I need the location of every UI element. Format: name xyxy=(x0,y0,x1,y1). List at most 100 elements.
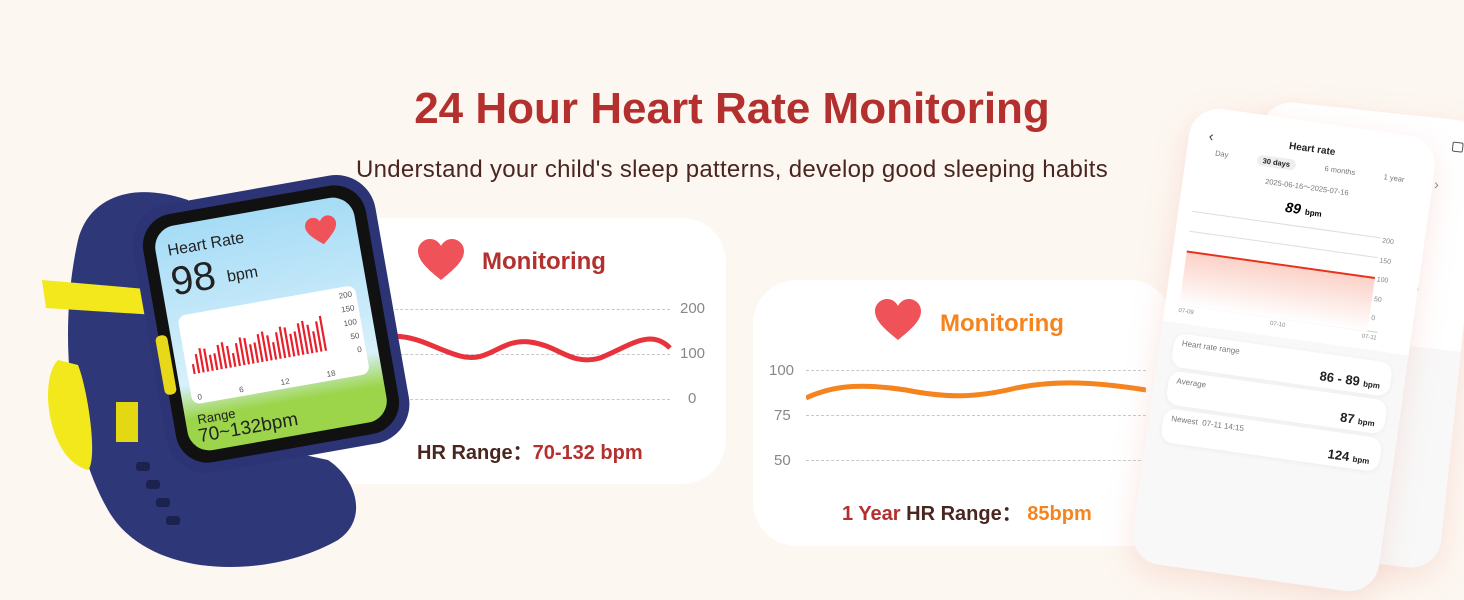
stat-value: 124 bpm xyxy=(1327,446,1371,467)
gridline xyxy=(370,399,670,400)
heart-rate-wave xyxy=(370,333,672,363)
tab-6-months[interactable]: 6 months xyxy=(1324,163,1356,178)
tick-label: 12 xyxy=(279,376,291,388)
hr-range: HR Range：70-132 bpm xyxy=(417,436,643,465)
tick-label: 100 xyxy=(680,345,706,362)
watch-hr-unit: bpm xyxy=(225,263,260,286)
stat-label: Heart rate range xyxy=(1181,338,1241,356)
page-title: 24 Hour Heart Rate Monitoring xyxy=(414,84,1050,133)
stat-number: 86 - 89 xyxy=(1318,368,1361,389)
watch-bar xyxy=(238,337,246,366)
watch-bar xyxy=(293,331,300,356)
tick-label: 0 xyxy=(1370,314,1376,323)
current-hr-unit: bpm xyxy=(1304,207,1323,219)
stat-value: 86 - 89 bpm xyxy=(1319,368,1381,391)
watch-bar xyxy=(208,354,214,372)
watch-bar xyxy=(312,331,319,353)
watch-bar xyxy=(256,333,264,363)
watch-x-ticks: 0 6 12 18 xyxy=(197,369,336,402)
hr-range-label: HR Range： xyxy=(417,442,533,464)
range-prefix: 1 Year xyxy=(842,503,901,525)
tick-label: 200 xyxy=(680,300,706,317)
watch-bar xyxy=(213,353,219,371)
watch-bar xyxy=(266,335,273,361)
watch-bar xyxy=(306,324,314,354)
monitoring-label: Monitoring xyxy=(940,310,1064,337)
tick-label: 100 xyxy=(769,362,795,379)
stat-unit: bpm xyxy=(1362,379,1381,391)
yearly-monitoring-card: Monitoring 100 75 50 1 Year HR Range： 85… xyxy=(753,280,1173,546)
heart-icon xyxy=(875,299,921,340)
tick-label: 07-09 xyxy=(1177,307,1195,317)
gridline xyxy=(806,415,1146,416)
stat-label: Average xyxy=(1176,376,1207,390)
tab-30-days[interactable]: 30 days xyxy=(1256,154,1297,171)
tick-label: 150 xyxy=(1378,256,1392,266)
tick-label: 50 xyxy=(774,452,791,469)
tab-1-year[interactable]: 1 year xyxy=(1383,172,1406,185)
watch-bar xyxy=(198,348,205,373)
watch-bar xyxy=(283,327,291,358)
watch-bar xyxy=(220,342,228,369)
stat-unit: bpm xyxy=(1351,454,1370,466)
tick-label: 07-10 xyxy=(1269,320,1286,329)
watch-bar xyxy=(216,344,223,370)
page-subtitle: Understand your child's sleep patterns, … xyxy=(355,156,1109,183)
hr-range-label: HR Range： xyxy=(906,503,1022,525)
yearly-hr-range: 1 Year HR Range： 85bpm xyxy=(842,497,1092,526)
watch-bar xyxy=(260,331,269,362)
tick-label: 75 xyxy=(774,407,791,424)
stat-unit: bpm xyxy=(1357,417,1376,429)
watch-hr-value: 98 xyxy=(167,253,219,305)
calendar-icon[interactable] xyxy=(1451,141,1464,153)
watch-bar xyxy=(300,320,309,355)
watch-bar xyxy=(203,348,210,372)
tab-day[interactable]: Day xyxy=(1214,148,1230,160)
current-hr-value: 89 xyxy=(1284,198,1303,217)
gridline xyxy=(370,309,670,310)
watch-bar xyxy=(191,363,196,375)
watch-bar xyxy=(194,353,201,374)
watch-bar xyxy=(243,337,251,365)
hr-range-value: 70-132 bpm xyxy=(532,442,643,464)
stat-value: 87 bpm xyxy=(1339,410,1376,430)
tick-label: 0 xyxy=(196,392,203,402)
watch-bar xyxy=(274,332,282,360)
gridline xyxy=(806,460,1146,461)
watch-y-ticks: 200 150 100 50 0 xyxy=(338,288,363,359)
heart-rate-wave xyxy=(806,380,1146,401)
tick-label: 18 xyxy=(325,368,337,380)
watch-bar xyxy=(272,342,278,360)
watch-bar xyxy=(296,323,305,356)
watch-bar xyxy=(289,333,296,357)
watch-bar xyxy=(249,344,255,364)
tick-label: 100 xyxy=(1376,276,1389,285)
tick-label: 50 xyxy=(1373,295,1383,304)
watch-bar xyxy=(231,353,237,368)
tick-label: 0 xyxy=(356,344,363,355)
tick-label: 07-11 xyxy=(1361,333,1377,342)
watch-bar xyxy=(318,315,328,352)
monitoring-label: Monitoring xyxy=(482,248,606,275)
watch-bar xyxy=(253,342,260,364)
watch-bar xyxy=(278,326,287,359)
stat-number: 124 xyxy=(1326,446,1351,465)
gridline xyxy=(806,370,1146,371)
tick-label: 200 xyxy=(1381,237,1395,247)
chevron-right-icon[interactable]: › xyxy=(1433,175,1440,193)
stat-label: Newest 07-11 14:15 xyxy=(1170,414,1245,434)
watch-bar xyxy=(225,345,232,368)
hr-range-value: 85bpm xyxy=(1027,503,1092,525)
heart-icon xyxy=(418,239,464,280)
stat-number: 87 xyxy=(1339,409,1356,427)
smartwatch-case: Heart Rate 98 bpm 200 150 100 50 0 0 6 12 18 Ra… xyxy=(126,168,416,480)
watch-chart: 200 150 100 50 0 0 6 12 18 xyxy=(177,284,371,405)
watch-bar xyxy=(234,342,242,367)
watch-screen: Heart Rate 98 bpm 200 150 100 50 0 0 6 12 18 Ra… xyxy=(151,194,391,454)
watch-bar-chart xyxy=(191,315,328,375)
tick-label: 0 xyxy=(688,390,697,407)
tick-label: 6 xyxy=(238,384,245,395)
heart-icon xyxy=(305,215,337,245)
watch-bar xyxy=(315,321,323,352)
gridline xyxy=(370,354,670,355)
